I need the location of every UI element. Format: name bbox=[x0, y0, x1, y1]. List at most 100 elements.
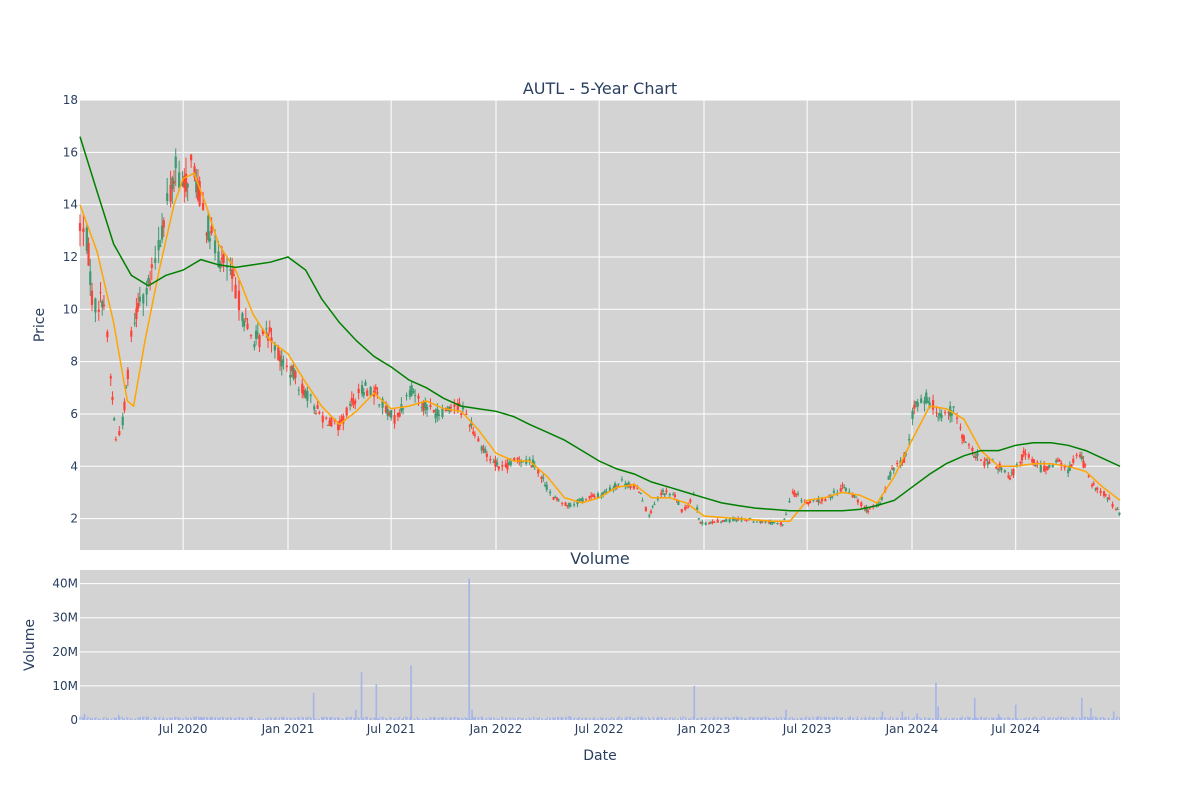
volume-bar bbox=[339, 718, 341, 720]
candle-body bbox=[1090, 484, 1094, 487]
volume-bar bbox=[317, 718, 319, 720]
volume-bar bbox=[225, 718, 227, 720]
volume-bar bbox=[1073, 717, 1075, 720]
candle-body bbox=[201, 203, 205, 211]
volume-bar bbox=[837, 717, 839, 720]
volume-bar bbox=[951, 718, 953, 720]
candle-body bbox=[325, 417, 328, 419]
volume-bar bbox=[251, 716, 253, 720]
x-tick-label: Jan 2023 bbox=[677, 722, 731, 736]
candle-body bbox=[612, 487, 615, 489]
volume-bar bbox=[1099, 718, 1101, 720]
volume-spike-bar bbox=[973, 697, 976, 720]
volume-bar bbox=[393, 718, 396, 720]
volume-bar bbox=[896, 717, 898, 720]
volume-bar bbox=[971, 718, 974, 720]
candle-body bbox=[258, 335, 261, 348]
candle-body bbox=[530, 465, 533, 467]
volume-bar bbox=[94, 718, 96, 720]
volume-bar bbox=[1039, 718, 1041, 720]
volume-spike-bar bbox=[312, 692, 315, 720]
candle-body bbox=[497, 466, 500, 470]
volume-bar bbox=[142, 716, 144, 720]
volume-bar bbox=[813, 718, 815, 720]
price-y-tick-label: 8 bbox=[70, 355, 78, 369]
candle-body bbox=[824, 499, 827, 502]
volume-bar bbox=[373, 717, 375, 720]
candle-body bbox=[147, 278, 150, 284]
volume-bar bbox=[416, 716, 418, 720]
volume-bar bbox=[414, 719, 416, 720]
candle-body bbox=[461, 407, 465, 410]
volume-bar bbox=[1020, 718, 1023, 720]
candle-body bbox=[133, 322, 136, 324]
volume-bar bbox=[283, 716, 285, 720]
volume-bar bbox=[672, 717, 674, 720]
volume-bar bbox=[457, 717, 459, 720]
volume-bar bbox=[1055, 718, 1057, 720]
candle-body bbox=[1080, 456, 1083, 460]
candle-body bbox=[931, 400, 935, 410]
candle-body bbox=[1010, 472, 1013, 474]
volume-bar bbox=[540, 718, 543, 720]
volume-bar bbox=[261, 719, 263, 720]
volume-bar bbox=[1100, 717, 1102, 720]
volume-bar bbox=[366, 716, 368, 720]
candle-body bbox=[812, 499, 815, 501]
candle-body bbox=[581, 498, 584, 502]
candle-body bbox=[378, 404, 381, 406]
candle-body bbox=[1084, 464, 1087, 466]
volume-bar bbox=[556, 717, 559, 720]
candle-body bbox=[856, 499, 859, 503]
volume-bar bbox=[944, 718, 946, 720]
volume-bar bbox=[130, 718, 132, 720]
candle-body bbox=[1056, 459, 1059, 461]
volume-bar bbox=[257, 719, 259, 720]
volume-bar bbox=[730, 718, 732, 720]
volume-bar bbox=[709, 717, 711, 720]
candle-body bbox=[665, 490, 668, 493]
volume-bar bbox=[928, 717, 930, 720]
volume-bar bbox=[129, 717, 131, 720]
candle-body bbox=[172, 181, 176, 184]
volume-bar bbox=[725, 716, 727, 720]
volume-bar bbox=[947, 718, 950, 720]
volume-bar bbox=[872, 717, 874, 720]
candle-body bbox=[752, 521, 755, 523]
candle-body bbox=[713, 522, 716, 524]
volume-bar bbox=[530, 718, 532, 720]
volume-bar bbox=[87, 716, 89, 720]
volume-bar bbox=[852, 717, 854, 720]
candle-body bbox=[542, 477, 545, 479]
candle-body bbox=[405, 395, 408, 397]
candle-body bbox=[923, 400, 926, 404]
volume-bar bbox=[991, 717, 993, 720]
volume-bar bbox=[959, 717, 961, 720]
volume-bar bbox=[544, 719, 546, 720]
candle-body bbox=[1106, 498, 1109, 500]
volume-bar bbox=[161, 718, 163, 720]
volume-bar bbox=[903, 718, 905, 720]
candle-body bbox=[971, 448, 974, 452]
candle-body bbox=[855, 496, 858, 498]
x-axis-title: Date bbox=[583, 748, 616, 764]
volume-bar bbox=[381, 717, 383, 720]
candle-body bbox=[685, 507, 689, 509]
volume-bar bbox=[805, 716, 807, 720]
volume-bar bbox=[658, 717, 660, 720]
volume-bar bbox=[237, 717, 240, 720]
volume-bar bbox=[387, 718, 389, 720]
volume-bar bbox=[1024, 718, 1026, 720]
candle-body bbox=[721, 520, 724, 522]
candle-body bbox=[1039, 465, 1042, 473]
candle-body bbox=[316, 405, 319, 409]
candle-body bbox=[154, 258, 157, 263]
candle-body bbox=[1034, 464, 1037, 467]
volume-bar bbox=[408, 718, 410, 720]
volume-bar bbox=[374, 717, 376, 720]
volume-bar bbox=[526, 718, 528, 720]
volume-bar bbox=[1118, 717, 1121, 720]
volume-bar bbox=[564, 716, 567, 720]
volume-bar bbox=[126, 717, 128, 720]
volume-bar bbox=[909, 719, 911, 720]
